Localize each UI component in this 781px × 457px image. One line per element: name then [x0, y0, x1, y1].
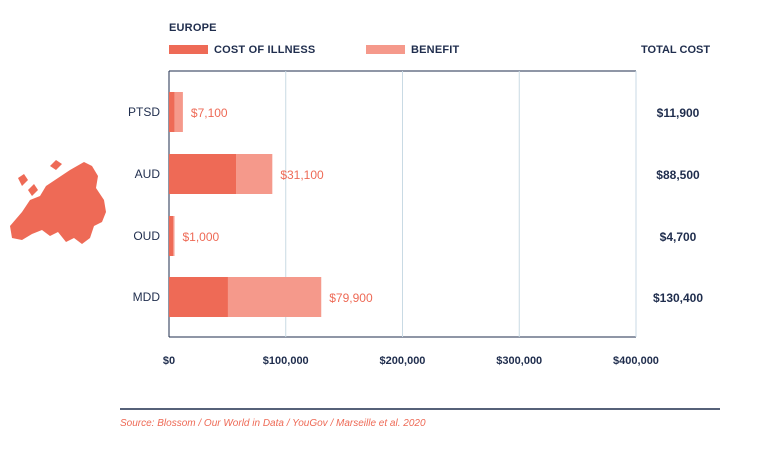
- bars: [169, 92, 322, 317]
- legend-swatch-cost-of-illness: [169, 45, 208, 54]
- x-tick-label: $400,000: [613, 355, 659, 367]
- category-label: OUD: [133, 229, 160, 243]
- bar-benefit-aud: [236, 154, 273, 194]
- bar-cost-oud: [169, 216, 174, 256]
- benefit-value-label: $1,000: [182, 230, 219, 244]
- category-label: AUD: [135, 167, 161, 181]
- benefit-value-label: $31,100: [280, 168, 324, 182]
- benefit-value-label: $79,900: [329, 291, 373, 305]
- bar-cost-ptsd: [169, 92, 175, 132]
- total-cost-value: $88,500: [656, 168, 700, 182]
- labels: $0 $100,000 $200,000 $300,000 $400,000 PTSD $7…: [128, 105, 703, 367]
- benefit-value-label: $7,100: [191, 106, 228, 120]
- total-cost-header: TOTAL COST: [641, 44, 710, 56]
- total-cost-value: $11,900: [657, 106, 700, 120]
- x-tick-label: $0: [163, 355, 175, 367]
- x-tick-label: $100,000: [263, 355, 309, 367]
- bar-cost-aud: [169, 154, 237, 194]
- legend-swatch-benefit: [366, 45, 405, 54]
- legend-label-cost-of-illness: COST OF ILLNESS: [214, 44, 315, 56]
- source-note: Source: Blossom / Our World in Data / Yo…: [120, 418, 426, 429]
- bar-benefit-ptsd: [174, 92, 183, 132]
- total-cost-value: $130,400: [653, 291, 703, 305]
- bar-benefit-mdd: [227, 277, 322, 317]
- x-tick-label: $200,000: [380, 355, 426, 367]
- bar-benefit-oud: [173, 216, 175, 256]
- legend-label-benefit: BENEFIT: [411, 44, 460, 56]
- category-label: MDD: [133, 290, 161, 304]
- chart-title: EUROPE: [169, 22, 217, 34]
- category-label: PTSD: [128, 105, 160, 119]
- total-cost-value: $4,700: [660, 230, 697, 244]
- bar-cost-mdd: [169, 277, 228, 317]
- x-tick-label: $300,000: [496, 355, 542, 367]
- europe-map-icon: [10, 160, 106, 244]
